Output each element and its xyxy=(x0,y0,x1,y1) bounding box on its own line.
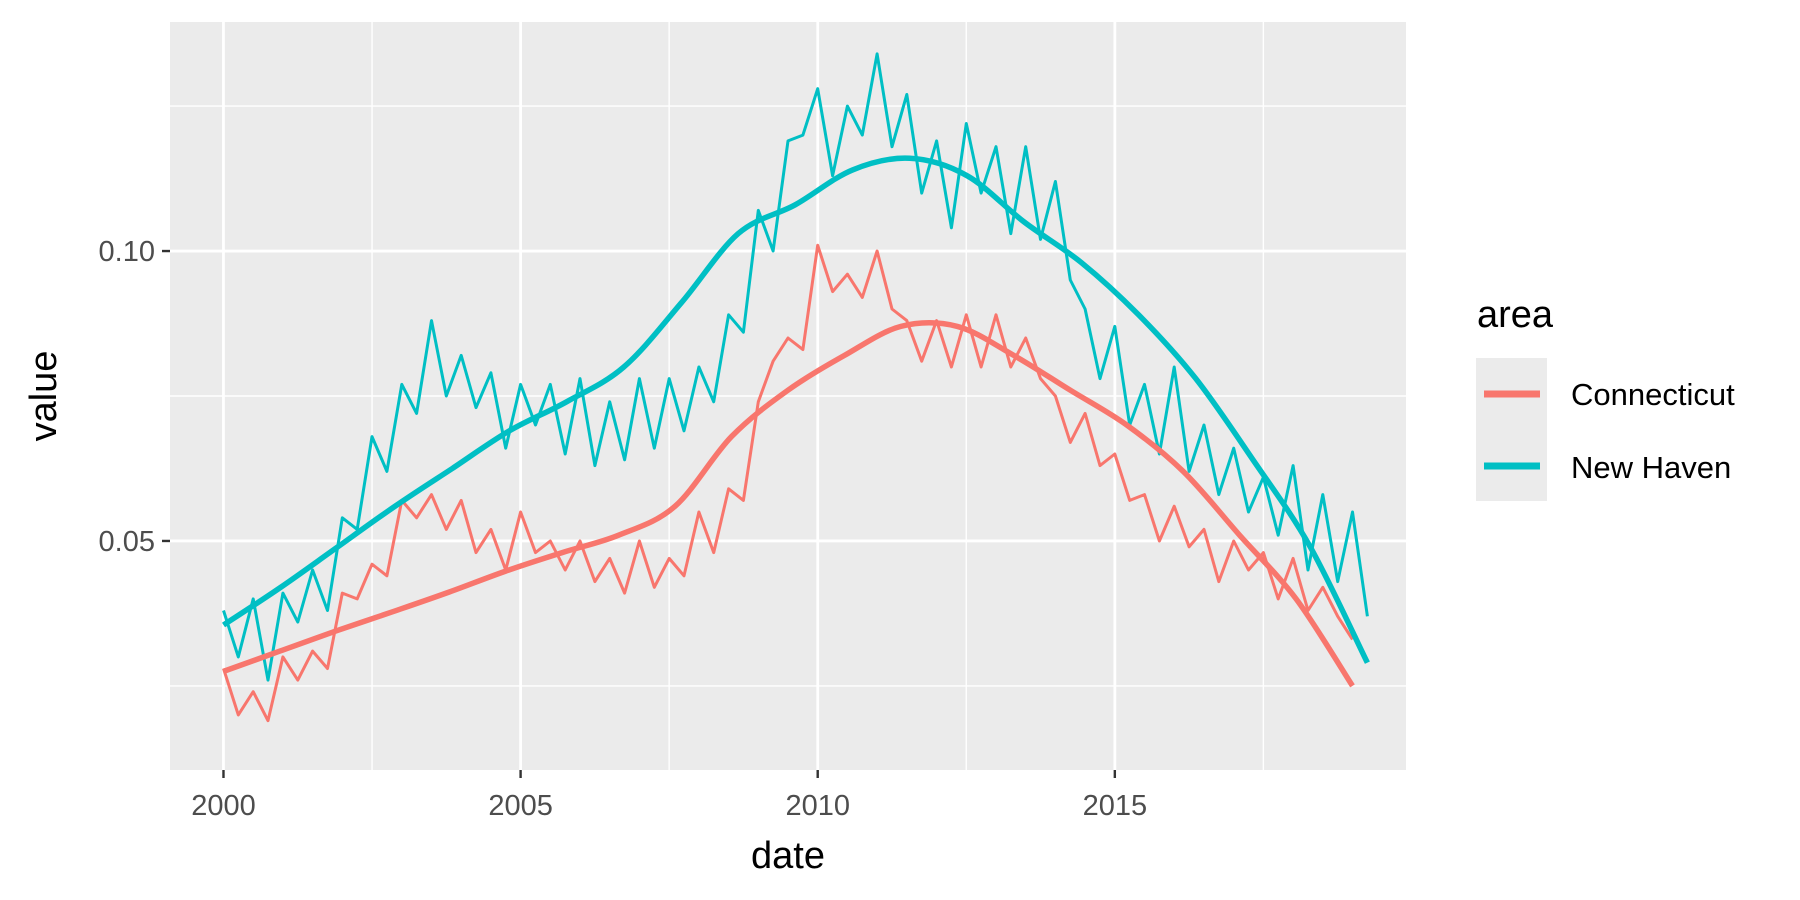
major-gridlines xyxy=(170,22,1406,770)
x-tick-label: 2000 xyxy=(191,790,256,822)
legend-title: area xyxy=(1477,294,1554,336)
raw-series-lines xyxy=(222,52,1369,723)
y-axis-title: value xyxy=(23,351,65,442)
x-tick-label: 2005 xyxy=(488,790,553,822)
trend-line-new-haven xyxy=(221,155,1370,664)
y-tick-label: 0.05 xyxy=(99,526,155,558)
axes: 2000 2005 2010 2015 0.05 0.10 xyxy=(99,236,1148,822)
y-tick-label: 0.10 xyxy=(99,236,155,268)
legend-label-connecticut: Connecticut xyxy=(1571,377,1735,412)
x-tick-label: 2015 xyxy=(1083,790,1148,822)
x-tick-label: 2010 xyxy=(785,790,850,822)
x-axis-title: date xyxy=(751,835,825,877)
series-line-new-haven xyxy=(222,52,1369,682)
minor-gridlines xyxy=(170,22,1406,770)
legend: area Connecticut New Haven xyxy=(1476,294,1735,501)
series-line-connecticut xyxy=(222,243,1354,723)
trend-line-connecticut xyxy=(222,320,1355,688)
trend-series-lines xyxy=(221,155,1370,688)
legend-label-new-haven: New Haven xyxy=(1571,450,1731,485)
